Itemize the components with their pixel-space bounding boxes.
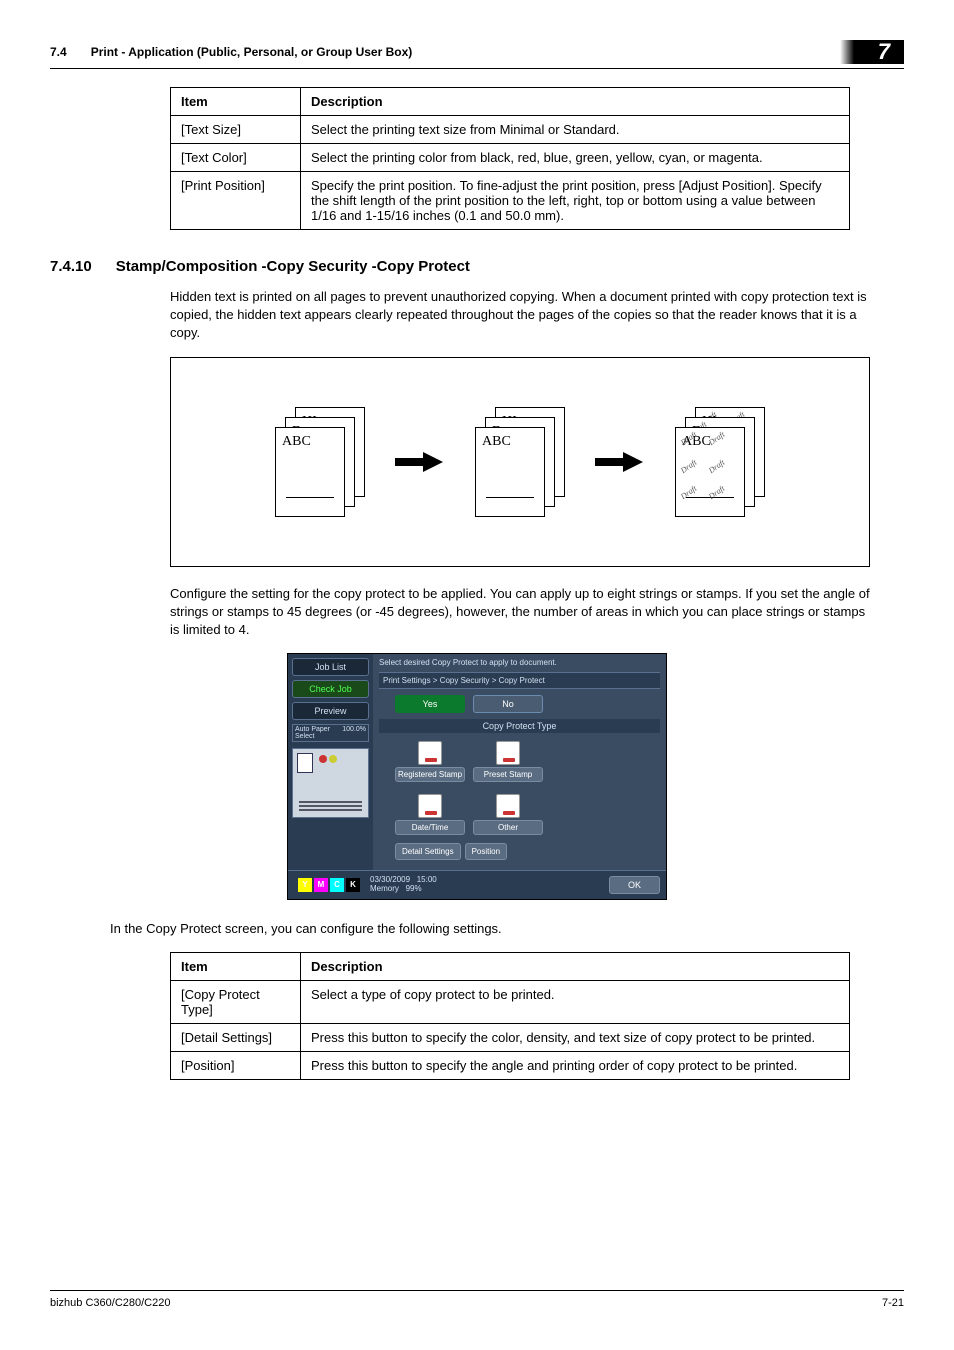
th-item: Item bbox=[171, 952, 301, 980]
stamp-icon bbox=[496, 794, 520, 818]
toner-k: K bbox=[346, 878, 360, 892]
toner-y: Y bbox=[298, 878, 312, 892]
table-row: [Copy Protect Type] Select a type of cop… bbox=[171, 980, 850, 1023]
job-list-tab[interactable]: Job List bbox=[292, 658, 369, 676]
cell-desc: Press this button to specify the color, … bbox=[301, 1023, 850, 1051]
th-desc: Description bbox=[301, 952, 850, 980]
th-item: Item bbox=[171, 88, 301, 116]
button-label: Other bbox=[473, 820, 543, 835]
memory-label: Memory bbox=[370, 884, 399, 893]
cell-desc: Press this button to specify the angle a… bbox=[301, 1051, 850, 1079]
cell-item: [Print Position] bbox=[171, 172, 301, 230]
arrow-icon bbox=[595, 452, 645, 472]
printer-screenshot: Job List Check Job Preview Auto Paper Se… bbox=[50, 653, 904, 900]
th-desc: Description bbox=[301, 88, 850, 116]
table-row: [Print Position] Specify the print posit… bbox=[171, 172, 850, 230]
subsection-title: Stamp/Composition -Copy Security -Copy P… bbox=[116, 258, 470, 275]
cell-desc: Select the printing text size from Minim… bbox=[301, 116, 850, 144]
page-stack-watermark: HI Draft Draft Draft Draft F Draft Draft… bbox=[675, 407, 765, 517]
paragraph: In the Copy Protect screen, you can conf… bbox=[110, 920, 870, 938]
stamp-icon bbox=[418, 794, 442, 818]
ok-button[interactable]: OK bbox=[609, 876, 660, 894]
cell-desc: Specify the print position. To fine-adju… bbox=[301, 172, 850, 230]
settings-table-2: Item Description [Copy Protect Type] Sel… bbox=[170, 952, 850, 1080]
no-button[interactable]: No bbox=[473, 695, 543, 713]
subsection-heading: 7.4.10 Stamp/Composition -Copy Security … bbox=[50, 258, 904, 275]
toner-c: C bbox=[330, 878, 344, 892]
toner-levels: Y M C K bbox=[294, 874, 364, 896]
button-label: Registered Stamp bbox=[395, 767, 465, 782]
cell-item: [Copy Protect Type] bbox=[171, 980, 301, 1023]
chapter-badge: 7 bbox=[854, 40, 904, 64]
page-text: ABC bbox=[282, 434, 311, 450]
other-button[interactable]: Other bbox=[473, 794, 543, 835]
stamp-icon bbox=[496, 741, 520, 765]
detail-settings-button[interactable]: Detail Settings bbox=[395, 843, 461, 860]
illustration: HI F ABC HI F ABC HI Draft Draft Draft D… bbox=[170, 357, 870, 567]
cell-item: [Text Color] bbox=[171, 144, 301, 172]
draft-watermark: Draft bbox=[679, 483, 698, 500]
settings-table-1: Item Description [Text Size] Select the … bbox=[170, 87, 850, 230]
table-row: [Position] Press this button to specify … bbox=[171, 1051, 850, 1079]
cell-item: [Position] bbox=[171, 1051, 301, 1079]
draft-watermark: Draft bbox=[707, 483, 726, 500]
page-footer: bizhub C360/C280/C220 7-21 bbox=[50, 1290, 904, 1309]
instruction-text: Select desired Copy Protect to apply to … bbox=[379, 658, 660, 668]
footer-left: bizhub C360/C280/C220 bbox=[50, 1297, 170, 1309]
copy-protect-type-header: Copy Protect Type bbox=[379, 719, 660, 733]
table-row: [Text Size] Select the printing text siz… bbox=[171, 116, 850, 144]
page-stack: HI F ABC bbox=[275, 407, 365, 517]
arrow-icon bbox=[395, 452, 445, 472]
cell-item: [Text Size] bbox=[171, 116, 301, 144]
paragraph: Hidden text is printed on all pages to p… bbox=[170, 288, 870, 343]
date-time-button[interactable]: Date/Time bbox=[395, 794, 465, 835]
breadcrumb: Print Settings > Copy Security > Copy Pr… bbox=[379, 672, 660, 689]
memory-value: 99% bbox=[406, 884, 422, 893]
table-row: [Detail Settings] Press this button to s… bbox=[171, 1023, 850, 1051]
preset-stamp-button[interactable]: Preset Stamp bbox=[473, 741, 543, 782]
date-label: 03/30/2009 bbox=[370, 875, 410, 884]
stamp-icon bbox=[418, 741, 442, 765]
toner-m: M bbox=[314, 878, 328, 892]
section-number: 7.4 bbox=[50, 45, 67, 59]
button-label: Date/Time bbox=[395, 820, 465, 835]
page-stack: HI F ABC bbox=[475, 407, 565, 517]
page-header: 7.4 Print - Application (Public, Persona… bbox=[50, 40, 904, 69]
time-label: 15:00 bbox=[417, 875, 437, 884]
status-label: Auto Paper Select bbox=[295, 726, 342, 740]
draft-watermark: Draft bbox=[679, 457, 698, 474]
section-title: Print - Application (Public, Personal, o… bbox=[91, 45, 413, 59]
paragraph: Configure the setting for the copy prote… bbox=[170, 585, 870, 640]
check-job-tab[interactable]: Check Job bbox=[292, 680, 369, 698]
preview-tab[interactable]: Preview bbox=[292, 702, 369, 720]
page-text: ABC bbox=[482, 434, 511, 450]
position-button[interactable]: Position bbox=[465, 843, 507, 860]
status-value: 100.0% bbox=[342, 726, 366, 740]
draft-watermark: Draft bbox=[707, 429, 726, 446]
draft-watermark: Draft bbox=[707, 457, 726, 474]
cell-desc: Select a type of copy protect to be prin… bbox=[301, 980, 850, 1023]
button-label: Preset Stamp bbox=[473, 767, 543, 782]
cell-desc: Select the printing color from black, re… bbox=[301, 144, 850, 172]
table-row: [Text Color] Select the printing color f… bbox=[171, 144, 850, 172]
footer-right: 7-21 bbox=[882, 1297, 904, 1309]
preview-thumbnail bbox=[292, 748, 369, 818]
yes-button[interactable]: Yes bbox=[395, 695, 465, 713]
subsection-number: 7.4.10 bbox=[50, 258, 92, 275]
auto-paper-status: Auto Paper Select 100.0% bbox=[292, 724, 369, 742]
registered-stamp-button[interactable]: Registered Stamp bbox=[395, 741, 465, 782]
cell-item: [Detail Settings] bbox=[171, 1023, 301, 1051]
